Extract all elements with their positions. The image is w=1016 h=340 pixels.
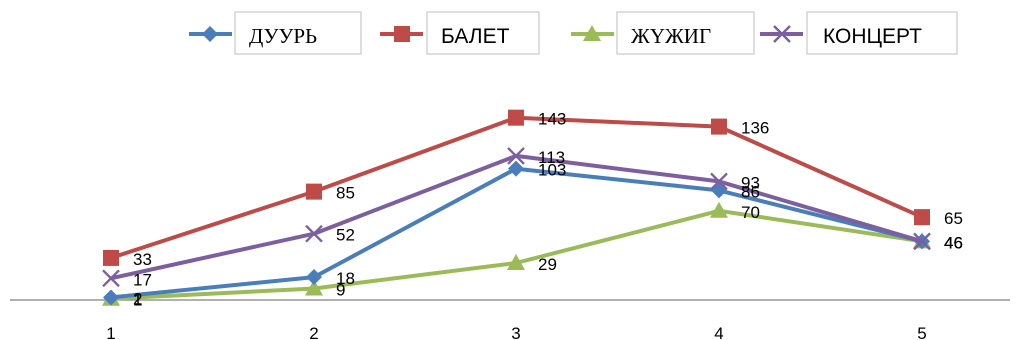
data-point-marker <box>507 147 525 165</box>
data-label: 18 <box>336 269 355 288</box>
data-label: 46 <box>944 233 963 252</box>
data-point-marker <box>508 160 524 177</box>
data-label: 46 <box>944 233 963 252</box>
data-point-marker <box>103 289 119 306</box>
legend-item-concert: КОНЦЕРТ <box>760 11 958 55</box>
x-tick-label: 1 <box>106 324 115 340</box>
data-point-marker <box>710 172 728 191</box>
x-tick-label: 2 <box>309 324 318 340</box>
legend-box-balet <box>426 11 540 55</box>
series-line <box>110 115 923 260</box>
legend-label-balet: БАЛЕТ <box>441 25 510 48</box>
legend-label-duur: ДУУРЬ <box>249 24 317 48</box>
data-label: 2 <box>133 289 142 308</box>
data-label: 136 <box>741 119 769 138</box>
legend-item-balet: БАЛЕТ <box>380 11 540 55</box>
x-tick-label: 3 <box>511 324 520 340</box>
data-point-marker <box>508 109 524 126</box>
diamond-marker-icon <box>202 26 218 42</box>
data-point-marker <box>305 224 323 243</box>
data-point-marker <box>306 269 322 286</box>
x-marker-icon <box>773 25 791 43</box>
data-label: 33 <box>133 250 152 269</box>
legend-box-concert <box>806 11 958 55</box>
data-label: 17 <box>133 270 152 289</box>
series-line <box>110 166 923 300</box>
data-point-marker <box>711 118 727 135</box>
data-point-marker <box>507 254 525 271</box>
data-label: 86 <box>741 182 760 201</box>
data-point-marker <box>710 201 728 218</box>
legend-box-juujig <box>616 11 755 55</box>
series-2 <box>103 109 930 266</box>
data-label: 143 <box>538 110 566 129</box>
series-4 <box>102 147 931 288</box>
legend: ДУУРЬ БАЛЕТ ЖҮЖИГ КОНЦЕРТ <box>189 11 958 55</box>
x-tick-label: 4 <box>714 324 723 340</box>
data-label: 1 <box>133 291 142 310</box>
triangle-marker-icon <box>583 25 601 41</box>
data-label: 52 <box>336 226 355 245</box>
series-1 <box>103 160 930 306</box>
data-label: 65 <box>944 209 963 228</box>
x-tick-label: 5 <box>917 324 926 340</box>
data-label: 103 <box>538 161 566 180</box>
data-label: 9 <box>336 281 345 300</box>
legend-item-duur: ДУУРЬ <box>189 11 362 55</box>
data-label: 85 <box>336 184 355 203</box>
x-axis-tick-labels: 1 2 3 4 5 <box>106 324 926 340</box>
legend-box-duur <box>234 11 362 55</box>
square-marker-icon <box>394 26 410 42</box>
data-label: 70 <box>741 203 760 222</box>
data-point-marker <box>102 269 120 288</box>
data-point-marker <box>914 209 930 226</box>
data-point-marker <box>913 232 931 251</box>
legend-label-juujig: ЖҮЖИГ <box>631 24 711 48</box>
data-label: 93 <box>741 173 760 192</box>
data-point-marker <box>306 183 322 200</box>
data-label: 113 <box>538 148 565 167</box>
data-label: 29 <box>538 255 557 274</box>
legend-label-concert: КОНЦЕРТ <box>823 25 922 48</box>
data-point-marker <box>103 249 119 266</box>
data-label: 46 <box>944 233 963 252</box>
legend-item-juujig: ЖҮЖИГ <box>571 11 755 55</box>
data-point-marker <box>305 279 323 296</box>
